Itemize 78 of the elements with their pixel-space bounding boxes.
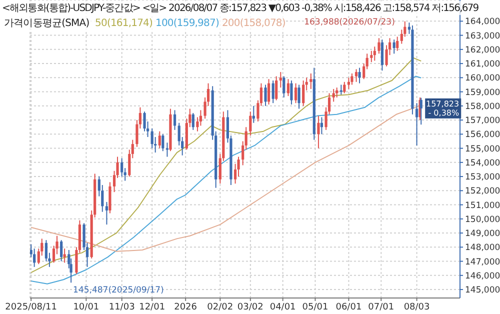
candlestick [173, 110, 176, 130]
x-tick-label: 04/01 [270, 302, 296, 312]
text: 50(161,174) [95, 18, 152, 29]
candlestick [415, 102, 418, 146]
y-tick-label: 153,000 [465, 172, 500, 183]
candlestick [320, 116, 324, 135]
x-tick-label: 02/02 [207, 302, 234, 312]
candlestick [279, 72, 282, 88]
candlestick [162, 134, 164, 152]
chart-title: <해외통화(통합)-USDJPY-중간값> <일> 2026/08/07 종:157,823 ▼0,603 -0,38% 시:158,426 고:158,574 저:156,679 [2, 1, 478, 15]
y-tick-label: 152,000 [465, 186, 500, 197]
x-tick-label: 2025/08/11 [5, 302, 58, 312]
y-tick-label: 163,000 [465, 31, 500, 42]
candlestick [332, 88, 335, 102]
candlestick [396, 36, 399, 52]
candlestick [282, 76, 286, 98]
y-tick-label: 145,000 [465, 286, 500, 296]
candlestick [343, 81, 346, 94]
candlestick [120, 158, 124, 178]
x-tick-label: 03/02 [237, 302, 264, 312]
legend-title: 가격이동평균(SMA) [4, 18, 90, 29]
annotation: 145,487(2025/09/17) [73, 286, 164, 296]
y-tick-label: 164,000 [465, 17, 500, 28]
y-tick-label: 156,000 [465, 130, 500, 140]
x-tick-label: 11/03 [108, 302, 135, 312]
candlestick [63, 248, 66, 264]
candlestick [105, 201, 108, 226]
annotation: 157,823 - 0,38% [426, 99, 460, 118]
candlestick [272, 80, 274, 104]
x-tick-label: 08/03 [404, 302, 430, 312]
y-tick-label: 154,000 [465, 158, 500, 168]
x-tick-label: 2026 [174, 302, 198, 312]
y-tick-label: 147,000 [465, 257, 500, 268]
y-tick-label: 150,000 [465, 214, 500, 225]
candlestick [294, 82, 298, 104]
candlestick [378, 38, 380, 54]
y-tick-label: 158,000 [465, 102, 500, 112]
candlestick [60, 240, 63, 262]
candlestick [340, 84, 342, 96]
x-tick-label: 07/01 [368, 302, 394, 312]
candlestick [290, 80, 293, 106]
y-tick-label: 146,000 [465, 271, 500, 282]
candlestick [158, 130, 161, 149]
x-tick-label: 05/01 [302, 302, 328, 312]
y-tick-label: 155,000 [465, 144, 500, 154]
candlestick [275, 76, 278, 101]
text: 100(159,987) [156, 18, 219, 29]
candlestick [267, 78, 270, 106]
text: 200(158,078) [222, 18, 286, 29]
candlestick [380, 39, 384, 72]
candlestick [192, 112, 194, 130]
y-tick-label: 149,000 [465, 229, 500, 240]
x-tick-label: 10/01 [73, 302, 100, 312]
y-tick-label: 161,000 [465, 60, 500, 70]
y-tick-label: 159,000 [465, 88, 500, 98]
annotation: 163,988(2026/07/23) [304, 17, 395, 28]
candlestick [249, 111, 252, 136]
candlestick [150, 128, 154, 149]
candlestick [373, 46, 376, 62]
y-tick-label: 148,000 [465, 243, 500, 254]
candlestick [286, 78, 290, 97]
candlestick [302, 80, 305, 106]
y-tick-label: 151,000 [465, 200, 500, 211]
candlestick [392, 39, 396, 54]
y-tick-label: 162,000 [465, 45, 500, 56]
candlestick [354, 68, 358, 82]
candlestick [310, 72, 312, 90]
candlestick [298, 84, 300, 110]
y-tick-label: 160,000 [465, 74, 500, 84]
candlestick [264, 84, 267, 106]
candlestick [370, 50, 373, 63]
candlestick [317, 115, 320, 149]
candlestick [33, 248, 36, 268]
x-tick-label: 06/01 [336, 302, 362, 312]
candlestick [350, 72, 354, 86]
x-tick-label: 12/01 [139, 302, 166, 312]
candlestick [358, 67, 361, 84]
y-tick-label: 157,000 [465, 116, 500, 126]
